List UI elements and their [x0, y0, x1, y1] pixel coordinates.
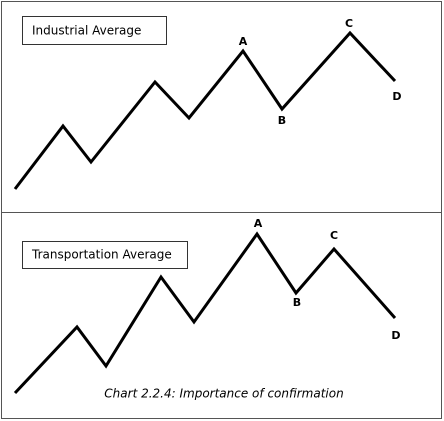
point-label: A: [239, 35, 248, 48]
title-box: [22, 16, 167, 45]
panel-title: Industrial Average: [32, 24, 141, 38]
point-label: C: [345, 17, 353, 30]
title-box: [22, 241, 188, 269]
price-line: [13, 231, 397, 395]
point-label: B: [293, 296, 301, 309]
point-label: D: [391, 329, 400, 342]
point-label: C: [330, 229, 338, 242]
point-label: D: [392, 90, 401, 103]
point-label: A: [254, 217, 263, 230]
point-label: B: [278, 114, 286, 127]
panel-title: Transportation Average: [31, 248, 172, 262]
caption: Chart 2.2.4: Importance of confirmation: [104, 387, 343, 401]
price-line: [13, 30, 397, 190]
